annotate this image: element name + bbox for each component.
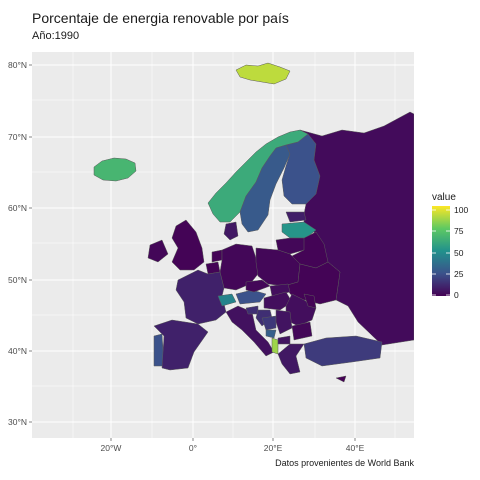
y-tick-label: 80°N: [8, 60, 27, 70]
country-finland: [281, 133, 321, 205]
gridlines: [32, 52, 414, 438]
data-source-caption: Datos provenientes de World Bank: [275, 458, 414, 468]
y-tick-label: 30°N: [8, 417, 27, 427]
country-svalbard: [235, 62, 291, 85]
country-albania: [271, 337, 279, 355]
legend-break-label: 75: [454, 226, 464, 236]
country-ireland: [147, 239, 169, 263]
x-tick-label: 0°: [189, 443, 197, 453]
x-axis: 20°W 0° 20°E 40°E: [101, 438, 365, 453]
legend-title: value: [432, 192, 456, 203]
country-czechia: [245, 279, 271, 293]
y-tick-label: 70°N: [8, 132, 27, 142]
country-denmark: [223, 221, 239, 241]
legend-break-label: 100: [454, 205, 468, 215]
chart-title: Porcentaje de energia renovable por país: [32, 10, 289, 26]
country-iceland: [93, 157, 137, 182]
country-bulgaria: [291, 321, 313, 341]
country-sweden: [239, 144, 291, 233]
country-bosnia-and-herzegovina: [261, 315, 277, 331]
country-polygons: [93, 62, 414, 383]
y-tick-label: 50°N: [8, 275, 27, 285]
country-spain: [153, 319, 209, 371]
y-axis: 80°N 70°N 60°N 50°N 40°N 30°N: [8, 60, 32, 427]
x-tick-label: 20°W: [101, 443, 122, 453]
country-cyprus: [335, 375, 347, 383]
x-tick-label: 20°E: [264, 443, 283, 453]
legend: value 100 75 50 25 0: [432, 192, 468, 300]
chart-subtitle: Año:1990: [32, 30, 80, 42]
country-greece: [277, 343, 305, 375]
country-united-kingdom: [171, 219, 205, 271]
country-netherlands: [211, 249, 223, 263]
country-moldova: [303, 293, 317, 309]
legend-break-label: 0: [454, 290, 459, 300]
x-tick-label: 40°E: [346, 443, 365, 453]
legend-break-label: 25: [454, 269, 464, 279]
legend-colorbar: [432, 206, 450, 296]
country-montenegro: [265, 329, 277, 339]
country-turkey: [303, 335, 383, 367]
y-tick-label: 60°N: [8, 203, 27, 213]
y-tick-label: 40°N: [8, 346, 27, 356]
country-serbia: [275, 309, 293, 335]
country-estonia: [285, 211, 307, 223]
country-ukraine: [283, 261, 341, 305]
country-switzerland: [217, 293, 237, 307]
legend-break-label: 50: [454, 248, 464, 258]
